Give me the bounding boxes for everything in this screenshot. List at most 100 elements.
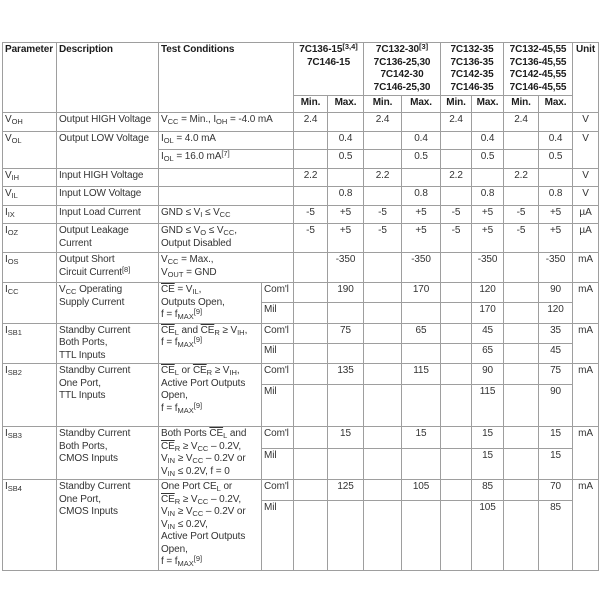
value-cell-iix-1-1: -5 bbox=[293, 205, 328, 224]
value-cell-vih-1-8 bbox=[538, 168, 574, 187]
speed-grade-group-header-2: 7C132-30[3] 7C136-25,30 7C142-30 7C146-25,3… bbox=[363, 42, 442, 96]
value-cell-vol-1-7 bbox=[503, 131, 540, 150]
row-voh: VOH Output HIGH Voltage VCC = Min., IOH = … bbox=[2, 112, 600, 132]
value-cell-isb2-2-3 bbox=[363, 384, 403, 427]
value-cell-isb1-1-4: 65 bbox=[401, 322, 442, 345]
table-body: VOH Output HIGH Voltage VCC = Min., IOH = … bbox=[2, 112, 600, 571]
min-header-1: Min. bbox=[293, 95, 328, 113]
value-cell-icc-2-5 bbox=[440, 302, 473, 324]
value-cell-vol-1-4: 0.4 bbox=[401, 131, 442, 150]
value-cell-isb1-2-8: 45 bbox=[538, 343, 574, 364]
scope-cell-isb1-2: Mil bbox=[261, 343, 294, 364]
value-cell-ios-1-6: -350 bbox=[471, 252, 505, 283]
value-cell-isb3-2-8: 15 bbox=[538, 448, 574, 480]
value-cell-isb1-2-6: 65 bbox=[471, 343, 505, 364]
value-cell-isb4-1-6: 85 bbox=[471, 478, 505, 502]
param-cell-isb1: ISB1 bbox=[2, 322, 57, 364]
value-cell-ios-1-4: -350 bbox=[401, 252, 442, 283]
row-isb3-1: ISB3 Standby Current Both Ports, CMOS Input… bbox=[2, 425, 600, 480]
value-cell-isb4-2-6: 105 bbox=[471, 500, 505, 571]
value-cell-isb3-2-5 bbox=[440, 448, 473, 480]
param-cell-isb2: ISB2 bbox=[2, 363, 57, 427]
description-cell-vih: Input HIGH Voltage bbox=[56, 168, 159, 187]
test-conditions-cell-vol-1: IOL = 4.0 mA bbox=[158, 131, 294, 150]
min-header-3: Min. bbox=[440, 95, 473, 113]
value-cell-isb3-1-5 bbox=[440, 425, 473, 450]
value-cell-vol-1-8: 0.4 bbox=[538, 131, 574, 150]
value-cell-isb1-1-7 bbox=[503, 322, 540, 345]
value-cell-icc-1-7 bbox=[503, 281, 540, 304]
unit-cell-icc: mA bbox=[572, 282, 600, 324]
value-cell-isb2-1-5 bbox=[440, 363, 473, 385]
unit-cell-vol: V bbox=[572, 131, 600, 169]
value-cell-isb3-1-1 bbox=[293, 425, 328, 450]
value-cell-voh-1-1: 2.4 bbox=[293, 112, 328, 132]
value-cell-isb2-2-4 bbox=[401, 384, 442, 427]
value-cell-ios-1-2: -350 bbox=[326, 252, 365, 283]
value-cell-vih-1-6 bbox=[471, 168, 505, 187]
value-cell-icc-1-8: 90 bbox=[538, 281, 574, 304]
value-cell-vol-2-7 bbox=[503, 149, 540, 169]
value-cell-ios-1-5 bbox=[440, 252, 473, 283]
param-cell-iix: IIX bbox=[2, 205, 57, 224]
row-isb4-2: Mil 105 85 bbox=[3, 500, 599, 571]
value-cell-vih-1-2 bbox=[326, 168, 365, 187]
speed-grade-group-header-3: 7C132-35 7C136-35 7C142-35 7C146-35 bbox=[440, 42, 505, 96]
value-cell-isb2-2-5 bbox=[440, 384, 473, 427]
value-cell-icc-2-7 bbox=[503, 302, 540, 324]
value-cell-vih-1-3: 2.2 bbox=[363, 168, 403, 187]
value-cell-icc-2-8: 120 bbox=[538, 302, 574, 324]
value-cell-ioz-1-7: -5 bbox=[503, 223, 540, 253]
max-header-1: Max. bbox=[326, 95, 365, 113]
value-cell-icc-1-1 bbox=[293, 281, 328, 304]
test-conditions-cell-isb1: CEL and CER ≥ VIH, f = fMAX[9] bbox=[158, 322, 262, 364]
description-cell-isb1: Standby Current Both Ports, TTL Inputs bbox=[56, 322, 159, 364]
test-conditions-cell-isb3: Both Ports CEL and CER ≥ VCC – 0.2V, VIN ≥… bbox=[158, 426, 262, 480]
value-cell-vol-2-4: 0.5 bbox=[401, 149, 442, 169]
value-cell-isb1-2-7 bbox=[503, 343, 540, 364]
value-cell-isb2-2-1 bbox=[293, 384, 328, 427]
value-cell-ios-1-7 bbox=[503, 252, 540, 283]
value-cell-ios-1-1 bbox=[293, 252, 328, 283]
description-cell-iix: Input Load Current bbox=[56, 205, 159, 224]
description-cell-vil: Input LOW Voltage bbox=[56, 186, 159, 206]
value-cell-isb2-2-2 bbox=[326, 384, 365, 427]
unit-cell-vih: V bbox=[572, 168, 600, 187]
value-cell-vil-1-8: 0.8 bbox=[538, 186, 574, 206]
value-cell-isb3-2-7 bbox=[503, 448, 540, 480]
value-cell-isb2-1-8: 75 bbox=[538, 363, 574, 385]
value-cell-isb4-2-7 bbox=[503, 500, 540, 571]
value-cell-vol-1-3 bbox=[363, 131, 403, 150]
test-conditions-column-header: Test Conditions bbox=[158, 42, 294, 113]
test-conditions-cell-icc: CE = VIL, Outputs Open, f = fMAX[9] bbox=[158, 282, 262, 324]
value-cell-voh-1-2 bbox=[326, 112, 365, 132]
unit-cell-isb2: mA bbox=[572, 363, 600, 427]
param-cell-vol: VOL bbox=[2, 131, 57, 169]
param-cell-ioz: IOZ bbox=[2, 223, 57, 253]
value-cell-isb2-1-4: 115 bbox=[401, 363, 442, 385]
value-cell-isb4-1-8: 70 bbox=[538, 478, 574, 502]
value-cell-isb3-1-4: 15 bbox=[401, 425, 442, 450]
row-isb1-1: ISB1 Standby Current Both Ports, TTL Inputs… bbox=[2, 322, 600, 364]
value-cell-isb4-1-5 bbox=[440, 478, 473, 502]
value-cell-icc-1-6: 120 bbox=[471, 281, 505, 304]
dc-characteristics-table: Parameter Description Test Conditions 7C136… bbox=[2, 42, 600, 571]
value-cell-isb1-1-5 bbox=[440, 322, 473, 345]
value-cell-vil-1-6: 0.8 bbox=[471, 186, 505, 206]
param-cell-isb3: ISB3 bbox=[2, 426, 57, 480]
value-cell-voh-1-6 bbox=[471, 112, 505, 132]
value-cell-isb1-1-1 bbox=[293, 322, 328, 345]
value-cell-vol-2-2: 0.5 bbox=[326, 149, 365, 169]
value-cell-ioz-1-8: +5 bbox=[538, 223, 574, 253]
value-cell-vil-1-4: 0.8 bbox=[401, 186, 442, 206]
value-cell-vol-2-6: 0.5 bbox=[471, 149, 505, 169]
unit-column-header: Unit bbox=[572, 42, 600, 113]
value-cell-isb3-2-4 bbox=[401, 448, 442, 480]
test-conditions-cell-vol-2: IOL = 16.0 mA[7] bbox=[158, 149, 294, 169]
value-cell-vol-2-1 bbox=[293, 149, 328, 169]
row-icc-2: Mil 170 120 bbox=[3, 302, 599, 324]
value-cell-vol-1-1 bbox=[293, 131, 328, 150]
unit-cell-isb1: mA bbox=[572, 322, 600, 364]
description-cell-isb4: Standby Current One Port, CMOS Inputs bbox=[56, 479, 159, 571]
